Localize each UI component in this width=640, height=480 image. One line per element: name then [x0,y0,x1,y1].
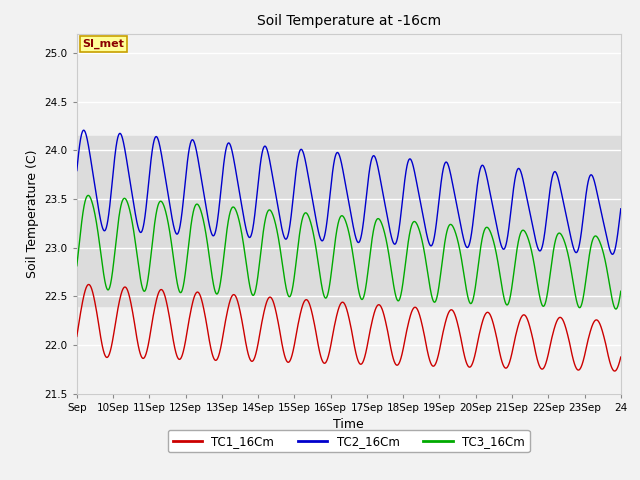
Y-axis label: Soil Temperature (C): Soil Temperature (C) [26,149,39,278]
Title: Soil Temperature at -16cm: Soil Temperature at -16cm [257,14,441,28]
Text: SI_met: SI_met [83,39,124,49]
X-axis label: Time: Time [333,418,364,431]
Bar [77,136,621,306]
Legend: TC1_16Cm, TC2_16Cm, TC3_16Cm: TC1_16Cm, TC2_16Cm, TC3_16Cm [168,430,530,453]
